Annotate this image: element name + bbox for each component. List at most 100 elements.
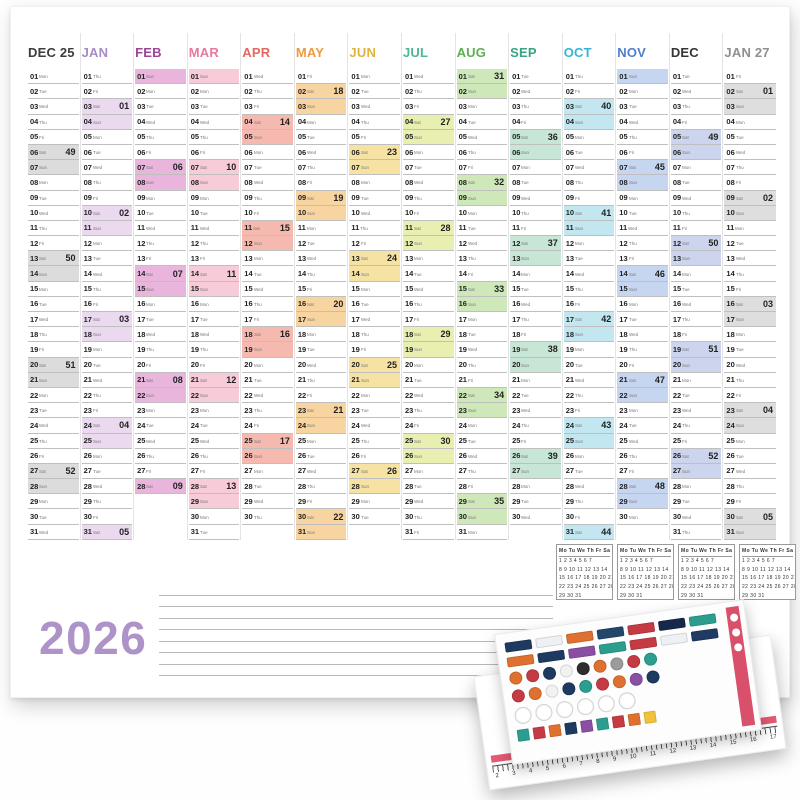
day-number: 06	[190, 147, 200, 157]
weekday-label: Sun	[39, 377, 48, 383]
weekday-label: Mon	[735, 225, 745, 231]
day-cell: 29 Mon	[349, 494, 400, 510]
weekday-label: Sat	[92, 423, 100, 429]
weekday-label: Tue	[414, 377, 422, 383]
day-number: 25	[83, 436, 92, 446]
day-cell: 21 Wed	[563, 373, 615, 388]
day-number: 28	[405, 481, 414, 491]
day-cell: 31 Sat 44	[563, 524, 615, 540]
day-cell: 20 Sun	[670, 357, 722, 373]
day-number: 03	[190, 101, 200, 111]
day-number: 16	[458, 299, 467, 309]
weekday-label: Tue	[146, 423, 155, 429]
weekday-label: Wed	[200, 438, 210, 444]
weekday-label: Mon	[735, 119, 745, 125]
weekday-label: Wed	[92, 483, 103, 489]
day-cell: 08 Tue	[670, 175, 722, 191]
day-number: 30	[405, 512, 414, 522]
day-cell: 06 Tue	[563, 145, 615, 161]
day-cell: 19 Thu	[135, 342, 186, 358]
month-column: OCT 01 Thu 02 Fri 03 Sat 40 04 Sun 05 Mon 06 Tue 07 Wed…	[563, 33, 617, 540]
sticker-dot-icon	[527, 686, 543, 701]
weekday-label: Wed	[39, 104, 49, 110]
weekday-label: Mon	[92, 134, 102, 140]
day-number: 23	[458, 405, 467, 415]
day-number: 20	[619, 360, 628, 370]
day-cell: 30 Mon	[617, 509, 668, 525]
weekday-label: Fri	[628, 256, 634, 262]
week-number: 28	[440, 222, 451, 233]
day-cell: 25 Sat 17	[242, 433, 293, 449]
weekday-label: Mon	[360, 180, 370, 186]
weekday-label: Sun	[39, 271, 48, 277]
weekday-label: Wed	[628, 332, 638, 338]
day-number: 09	[83, 193, 92, 203]
day-cell: 31 Wed	[28, 525, 79, 540]
weekday-label: Mon	[92, 240, 102, 246]
weekday-label: Sun	[735, 423, 744, 429]
day-number: 15	[565, 284, 575, 294]
day-number: 22	[190, 390, 200, 400]
weekday-label: Tue	[200, 529, 208, 535]
weekday-label: Thu	[360, 438, 369, 444]
weekday-label: Sat	[521, 134, 529, 140]
month-header: OCT	[563, 45, 592, 60]
day-cell: 19 Mon	[81, 342, 133, 358]
notes-line	[159, 642, 553, 653]
ruler-number: 8	[595, 758, 601, 766]
weekday-label: Wed	[307, 362, 317, 368]
day-cell: 19 Wed	[456, 342, 508, 358]
day-cell: 06 Sun	[670, 144, 722, 161]
weekday-label: Thu	[146, 134, 155, 140]
day-number: 02	[619, 86, 628, 96]
day-number: 25	[190, 436, 200, 446]
day-cell: 04 Wed	[188, 115, 240, 130]
day-cell: 01 Sun	[617, 69, 668, 85]
sticker-sq-icon	[579, 719, 594, 733]
weekday-label: Sun	[307, 529, 316, 535]
day-cell: 24 Mon	[456, 418, 508, 434]
day-cell: 05 Mon	[563, 130, 615, 145]
weekday-label: Mon	[521, 483, 531, 489]
weekday-label: Mon	[575, 240, 584, 246]
day-number: 17	[351, 314, 360, 324]
month-header: AUG	[456, 45, 487, 60]
sticker-blank-circle-icon	[555, 699, 575, 720]
weekday-label: Wed	[253, 73, 263, 79]
weekday-label: Fri	[307, 73, 313, 79]
day-number: 14	[565, 269, 575, 279]
weekday-label: Sat	[253, 119, 261, 125]
day-number: 04	[619, 117, 628, 127]
weekday-label: Wed	[307, 149, 317, 155]
sticker-sq-icon	[611, 714, 626, 729]
day-number: 08	[244, 177, 253, 187]
day-number: 23	[30, 405, 39, 415]
day-cell: 01 Sun	[188, 69, 240, 85]
weekday-label: Sun	[735, 210, 744, 216]
week-number: 21	[333, 405, 344, 416]
day-cell: 23 Sat 21	[295, 403, 347, 419]
day-cell: 30 Fri	[563, 509, 615, 525]
day-cell: 20 Tue	[563, 358, 615, 373]
day-cell: 20 Sat 51	[28, 357, 79, 373]
day-number: 28	[244, 481, 253, 491]
sticker-dot-icon	[612, 674, 627, 690]
weekday-label: Thu	[521, 104, 530, 110]
day-cell: 21 Mon	[670, 373, 722, 388]
day-cell: 27 Fri	[617, 464, 668, 480]
day-number: 26	[190, 451, 200, 461]
weekday-label: Thu	[575, 286, 583, 292]
day-cell: 23 Sat 04	[724, 403, 776, 419]
weekday-label: Thu	[146, 347, 155, 353]
weekday-label: Sun	[360, 377, 369, 383]
day-cell: 30 Tue	[349, 509, 400, 525]
weekday-label: Thu	[92, 286, 101, 292]
day-cell: 28 Sat 09	[135, 479, 186, 495]
day-number: 30	[351, 512, 360, 522]
day-cell: 11 Thu	[349, 221, 400, 237]
day-number: 14	[30, 269, 39, 279]
weekday-label: Sun	[200, 73, 209, 79]
day-cell: 29 Wed	[403, 494, 454, 510]
weekday-label: Sun	[200, 392, 209, 398]
day-cell: 26 Tue	[724, 449, 776, 464]
